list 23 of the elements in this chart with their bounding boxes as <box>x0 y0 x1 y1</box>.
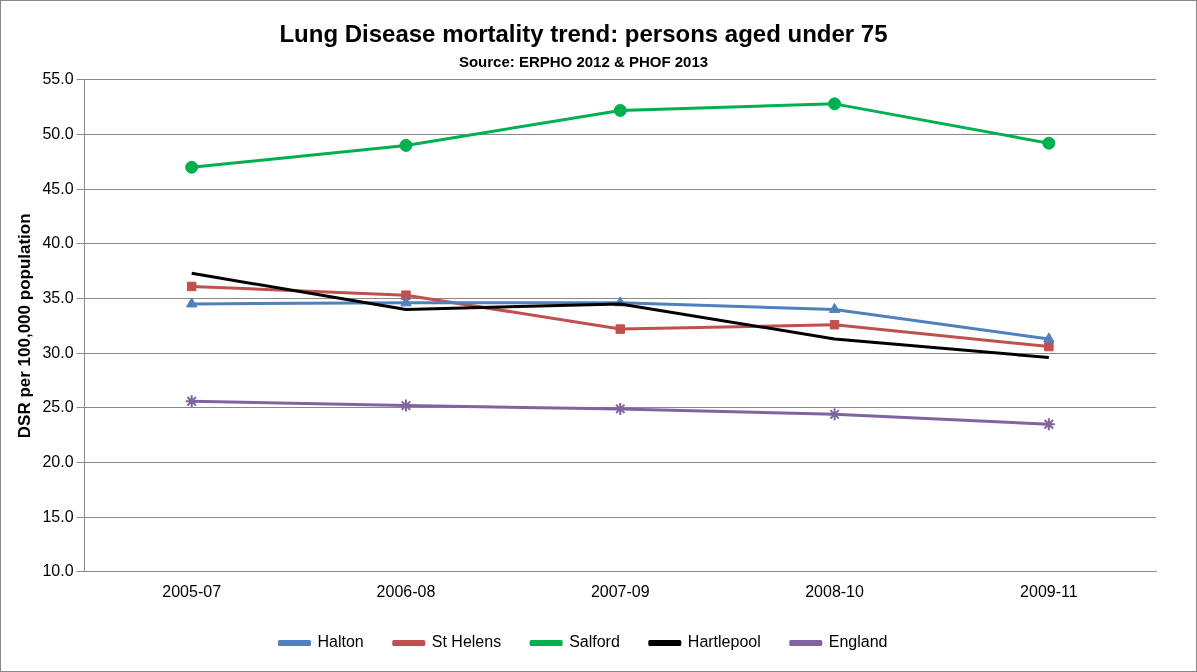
legend-label: Hartlepool <box>687 633 761 651</box>
legend-label: St Helens <box>431 633 502 651</box>
y-tick-label: 10.0 <box>42 562 74 580</box>
y-tick-label: 35.0 <box>42 288 74 306</box>
legend-label: Salford <box>569 633 620 651</box>
x-tick-label: 2005-07 <box>162 582 222 600</box>
y-tick-label: 45.0 <box>42 179 74 197</box>
y-tick-label: 20.0 <box>42 452 74 470</box>
y-tick-label: 25.0 <box>42 398 74 416</box>
y-tick-label: 40.0 <box>42 234 74 252</box>
y-tick-label: 55.0 <box>42 70 74 88</box>
chart-title: Lung Disease mortality trend: persons aged under 75 <box>279 20 888 48</box>
x-tick-label: 2009-11 <box>1020 582 1078 600</box>
chart-subtitle: Source: ERPHO 2012 & PHOF 2013 <box>458 52 709 70</box>
x-tick-label: 2007-09 <box>590 582 650 600</box>
x-tick-label: 2008-10 <box>805 582 865 600</box>
y-axis-title: DSR per 100,000 population <box>14 213 34 439</box>
x-tick-label: 2006-08 <box>376 582 436 600</box>
legend-label: Halton <box>317 633 364 651</box>
legend-label: England <box>828 633 888 651</box>
y-tick-label: 15.0 <box>42 507 74 525</box>
y-tick-label: 30.0 <box>42 343 74 361</box>
y-tick-label: 50.0 <box>42 124 74 142</box>
